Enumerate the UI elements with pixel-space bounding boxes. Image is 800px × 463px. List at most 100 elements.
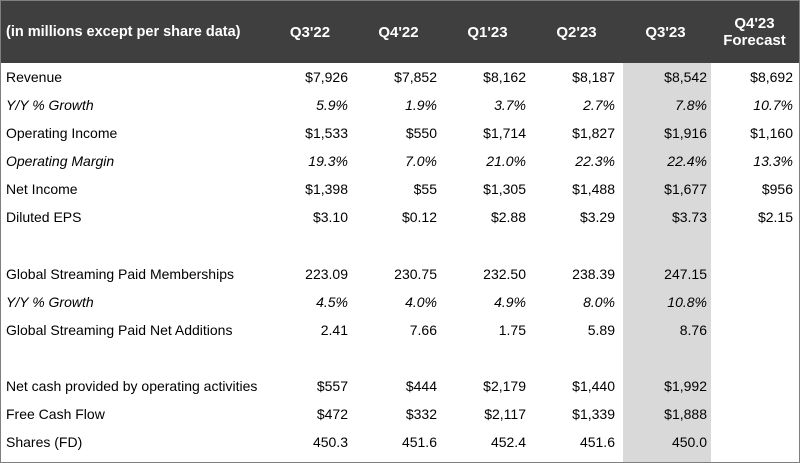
table-cell: 2.41 — [320, 321, 348, 338]
table-row: Net Income $1,398 $55 $1,305 $1,488 $1,677 $95… — [1, 175, 799, 203]
table-cell: 2.7% — [583, 97, 615, 113]
table-row: Net cash provided by operating activitie… — [1, 372, 799, 400]
table-row: Operating Income $1,533 $550 $1,714 $1,827 $1… — [1, 119, 799, 147]
empty-cell — [354, 344, 443, 373]
table-cell: $1,339 — [572, 406, 615, 422]
table-row: Y/Y % Growth 5.9% 1.9% 3.7% 2.7% 7.8% 10.7% — [1, 91, 799, 119]
table-cell: 450.3 — [312, 434, 348, 450]
table-cell: 10.8% — [667, 293, 707, 310]
row-label: Global Streaming Paid Net Additions — [6, 321, 233, 338]
table-cell: $8,187 — [572, 69, 615, 85]
empty-cell — [354, 231, 443, 260]
column-header: Q1'23 — [443, 1, 532, 63]
forecast-quarter: Q4'23 — [734, 15, 775, 32]
header-row: (in millions except per share data) Q3'2… — [1, 1, 799, 63]
empty-cell — [621, 344, 710, 373]
table-cell: 3.7% — [494, 97, 526, 113]
empty-cell — [710, 344, 799, 373]
row-label: Diluted EPS — [6, 209, 82, 225]
table-cell: $2.88 — [490, 209, 526, 225]
table-cell: $2,179 — [483, 378, 526, 394]
row-label: Y/Y % Growth — [6, 97, 94, 113]
table-cell — [710, 428, 799, 456]
table-cell: $1,305 — [483, 181, 526, 197]
empty-cell — [443, 231, 532, 260]
table-cell: $332 — [405, 406, 437, 422]
table-cell: 451.6 — [579, 434, 615, 450]
table-cell: $0.12 — [401, 209, 437, 225]
table-cell — [710, 316, 799, 344]
table-cell: $2.15 — [757, 209, 793, 225]
table-cell: 22.4% — [667, 153, 707, 169]
table-cell: 4.9% — [494, 293, 526, 310]
table-cell — [710, 372, 799, 400]
table-cell: 230.75 — [394, 265, 437, 282]
table-cell: 22.3% — [575, 153, 615, 169]
table-cell: $1,992 — [664, 378, 707, 394]
table-cell: $55 — [413, 181, 437, 197]
table-cell: $1,533 — [305, 125, 348, 141]
table-cell — [710, 400, 799, 428]
table-row: Free Cash Flow $472 $332 $2,117 $1,339 $1,888 — [1, 400, 799, 428]
empty-cell — [532, 231, 621, 260]
table-row: Global Streaming Paid Memberships 223.09 2… — [1, 260, 799, 288]
empty-cell — [443, 344, 532, 373]
table-cell: $1,888 — [664, 406, 707, 422]
table-cell: 7.0% — [405, 153, 437, 169]
table-cell: $956 — [761, 181, 793, 197]
row-label: Shares (FD) — [6, 434, 83, 450]
table-cell: $3.73 — [671, 209, 707, 225]
table-cell: $550 — [405, 125, 437, 141]
row-label: Y/Y % Growth — [6, 293, 94, 310]
table-cell: $1,160 — [750, 125, 793, 141]
table-cell: 232.50 — [483, 265, 526, 282]
header-label: (in millions except per share data) — [1, 1, 266, 63]
table-cell: $3.10 — [312, 209, 348, 225]
table-cell: $1,440 — [572, 378, 615, 394]
column-header: Q3'23 — [621, 1, 710, 63]
table-cell: $8,692 — [750, 69, 793, 85]
row-label: Operating Margin — [6, 153, 115, 169]
table-row: Operating Margin 19.3% 7.0% 21.0% 22.3% 22.4%… — [1, 147, 799, 175]
table-cell: 4.5% — [316, 293, 348, 310]
table-cell: 21.0% — [486, 153, 526, 169]
table-cell: 7.66 — [409, 321, 437, 338]
table-cell: $472 — [316, 406, 348, 422]
row-label: Free Cash Flow — [6, 406, 105, 422]
table-cell: 8.0% — [583, 293, 615, 310]
table-cell: 19.3% — [308, 153, 348, 169]
spacer-row — [1, 231, 799, 260]
table-cell: $2,117 — [484, 406, 526, 422]
table-cell — [710, 288, 799, 316]
forecast-label: Forecast — [723, 32, 786, 49]
table-cell: 5.9% — [316, 97, 348, 113]
row-label: Net Income — [6, 181, 78, 197]
table-row: Y/Y % Growth 4.5% 4.0% 4.9% 8.0% 10.8% — [1, 288, 799, 316]
table-cell: 247.15 — [664, 265, 707, 282]
table-cell — [710, 260, 799, 288]
spacer-row — [1, 344, 799, 373]
table-cell: 13.3% — [753, 153, 793, 169]
table-cell: $1,916 — [664, 125, 707, 141]
empty-cell — [1, 344, 266, 373]
table-cell: $8,542 — [664, 69, 707, 85]
table-cell: 8.76 — [679, 321, 707, 338]
highlighted-column-background — [623, 63, 711, 462]
empty-cell — [266, 231, 354, 260]
table-cell: 238.39 — [572, 265, 615, 282]
empty-cell — [1, 231, 266, 260]
column-header: Q4'22 — [354, 1, 443, 63]
empty-cell — [532, 344, 621, 373]
table-row: Diluted EPS $3.10 $0.12 $2.88 $3.29 $3.73 $2.1… — [1, 203, 799, 231]
empty-cell — [621, 231, 710, 260]
table-cell: $7,926 — [305, 69, 348, 85]
table-row: Global Streaming Paid Net Additions 2.41 7… — [1, 316, 799, 344]
table-cell: $1,714 — [483, 125, 526, 141]
table-cell: 10.7% — [753, 97, 793, 113]
table-row: Shares (FD) 450.3 451.6 452.4 451.6 450.0 — [1, 428, 799, 456]
table-cell: 7.8% — [675, 97, 707, 113]
table-row: Revenue $7,926 $7,852 $8,162 $8,187 $8,542 $8,… — [1, 63, 799, 91]
row-label: Operating Income — [6, 125, 118, 141]
